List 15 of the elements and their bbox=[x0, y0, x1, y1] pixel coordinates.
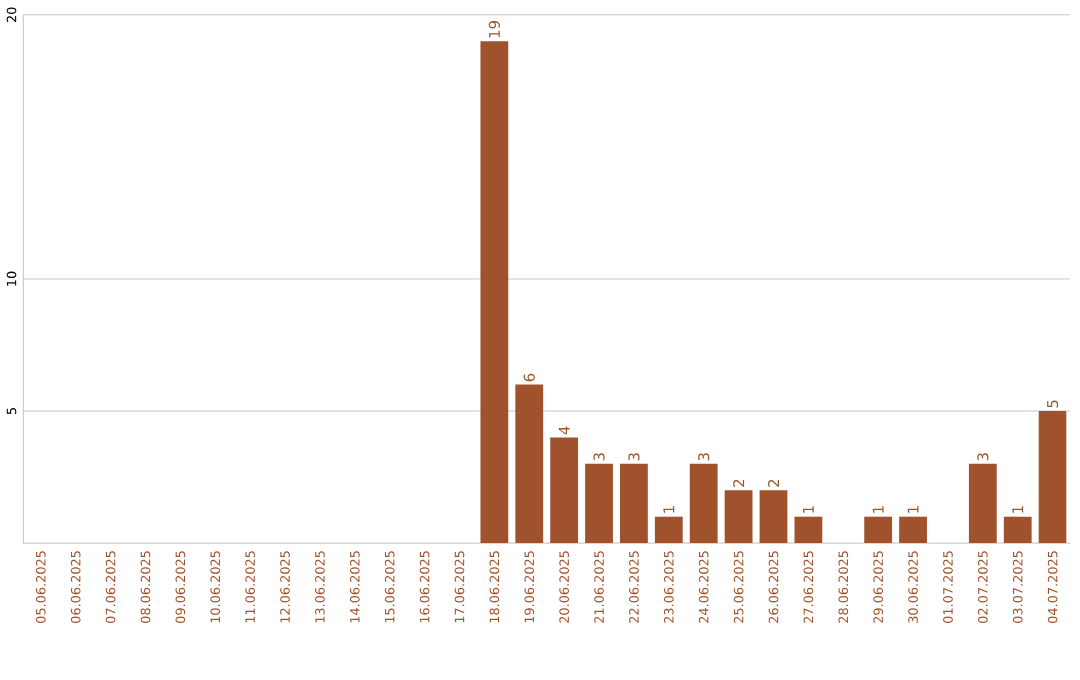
bar bbox=[480, 41, 509, 544]
bar bbox=[515, 384, 544, 544]
bar bbox=[968, 463, 997, 544]
bar bbox=[899, 516, 927, 544]
bar bbox=[689, 463, 718, 544]
bar bbox=[1003, 516, 1032, 544]
bar bbox=[550, 437, 579, 544]
bar bbox=[794, 516, 823, 544]
bar bbox=[654, 516, 683, 544]
bar bbox=[1038, 410, 1067, 544]
bar bbox=[724, 490, 753, 544]
bar bbox=[620, 463, 648, 544]
bar bbox=[585, 463, 613, 544]
bar bbox=[864, 516, 893, 544]
bar bbox=[759, 490, 788, 544]
